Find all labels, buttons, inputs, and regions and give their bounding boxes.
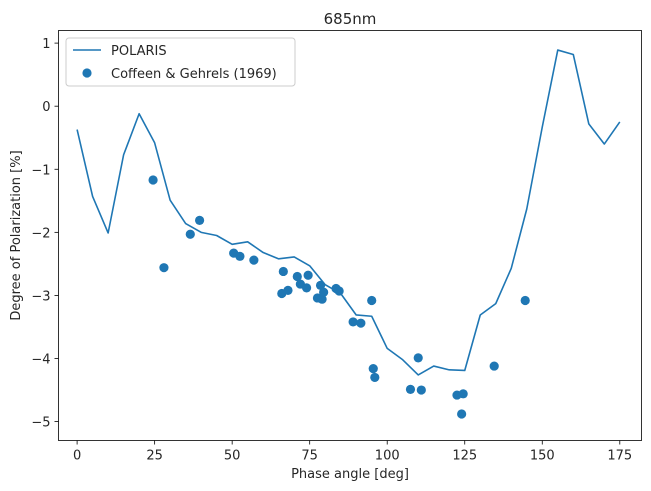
x-tick-label: 25: [146, 449, 163, 464]
x-tick-label: 175: [607, 449, 632, 464]
observation-point: [185, 229, 195, 239]
observation-point: [416, 385, 426, 395]
x-tick-label: 50: [224, 449, 241, 464]
observation-point: [283, 285, 293, 295]
observation-point: [235, 251, 245, 261]
y-axis-label: Degree of Polarization [%]: [9, 150, 24, 320]
plot-area: [76, 49, 621, 419]
x-ticks: 0 25 50 75 100 125 150 175: [73, 440, 632, 464]
observation-point: [194, 215, 205, 225]
polaris-line: [76, 49, 621, 376]
plot-frame: [58, 30, 642, 441]
y-tick-label: −4: [31, 353, 50, 368]
y-tick-label: 0: [42, 100, 50, 115]
observation-point: [159, 263, 169, 273]
observation-point: [315, 280, 326, 290]
observation-point: [319, 287, 329, 297]
observation-point: [249, 255, 259, 265]
y-tick-label: −2: [31, 226, 50, 241]
x-axis-label: Phase angle [deg]: [291, 467, 409, 482]
x-tick-label: 150: [530, 449, 555, 464]
observation-point: [413, 353, 423, 363]
observation-point: [348, 317, 358, 327]
observation-point: [370, 372, 380, 383]
x-tick-label: 0: [73, 449, 81, 464]
legend: POLARIS Coffeen & Gehrels (1969): [65, 37, 296, 87]
observation-point: [520, 295, 530, 306]
legend-label-coffeen-gehrels: Coffeen & Gehrels (1969): [111, 67, 277, 82]
observation-point: [301, 283, 312, 293]
observation-point: [458, 389, 468, 399]
y-ticks: −5 −4 −3 −2 −1 0 1: [31, 37, 59, 431]
observation-point: [405, 384, 416, 395]
observation-point: [278, 266, 288, 277]
y-tick-label: −1: [31, 163, 50, 178]
x-tick-label: 75: [301, 449, 318, 464]
observation-point: [148, 175, 158, 185]
chart-title: 685nm: [324, 10, 377, 28]
legend-label-polaris: POLARIS: [111, 44, 167, 59]
observation-point: [457, 409, 467, 419]
observation-point: [303, 270, 313, 280]
x-tick-label: 125: [452, 449, 477, 464]
x-tick-label: 100: [375, 449, 400, 464]
legend-box: [65, 37, 296, 87]
y-tick-label: −5: [31, 416, 50, 431]
observation-point: [356, 318, 366, 328]
y-tick-label: 1: [42, 37, 50, 52]
legend-marker-swatch: [82, 68, 92, 78]
observation-point: [292, 271, 302, 282]
observation-point: [367, 295, 377, 306]
observation-point: [368, 363, 378, 374]
observation-point: [317, 294, 327, 304]
observation-point: [334, 286, 344, 296]
observation-point: [489, 361, 499, 371]
y-tick-label: −3: [31, 289, 50, 304]
